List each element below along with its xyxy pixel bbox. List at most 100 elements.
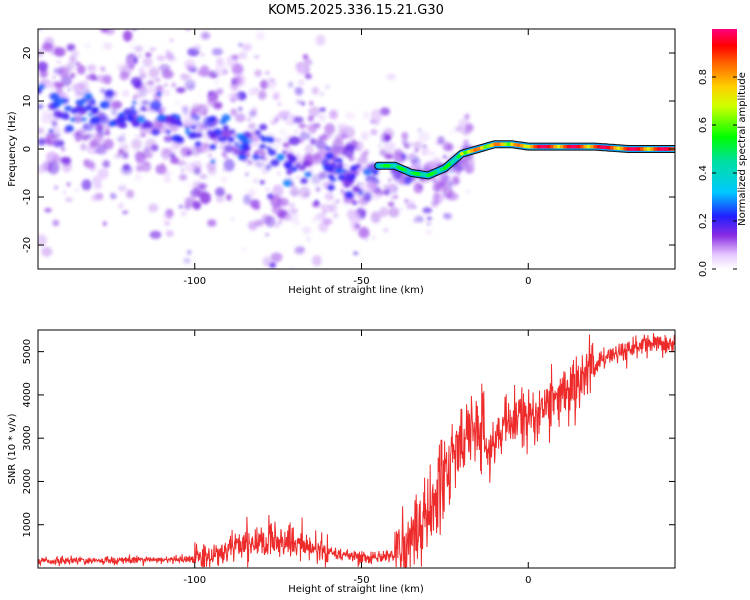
spectrogram-noise-blob — [275, 138, 282, 143]
spectrogram-noise-blob — [100, 66, 106, 71]
spectrogram-ridge-blob — [156, 91, 162, 97]
spectrogram-noise-blob — [147, 86, 156, 94]
spectrogram-noise-blob — [180, 73, 189, 81]
spectrogram-noise-blob — [119, 2, 127, 7]
spectrogram-noise-blob — [299, 138, 304, 143]
spectrogram-noise-blob — [458, 167, 464, 171]
spectrogram-noise-blob — [230, 98, 236, 103]
spectrogram-noise-blob — [311, 255, 322, 267]
spectrogram-noise-blob — [265, 164, 272, 171]
spectrogram-noise-blob — [401, 141, 405, 145]
spectrogram-noise-blob — [80, 143, 87, 151]
spectrogram-ridge-blob — [79, 98, 87, 104]
spectrogram-ridge-blob — [248, 139, 253, 143]
spectrogram-ridge-blob — [90, 100, 96, 105]
spectrogram-ridge-blob — [337, 162, 344, 168]
spectrogram-noise-blob — [386, 73, 397, 81]
colorbar: 0.0 0.2 0.4 0.6 0.8 Normalized spectral ampl… — [698, 29, 748, 277]
spectrogram-noise-blob — [164, 83, 168, 87]
spectrogram-noise-blob — [284, 214, 290, 219]
y-tick-label: 1000 — [22, 512, 33, 537]
spectrogram-ridge-blob — [227, 136, 235, 143]
spectrogram-noise-blob — [199, 65, 210, 77]
spectrogram-ridge-blob — [333, 158, 338, 162]
spectrogram-ridge-blob — [283, 163, 288, 167]
spectrogram-noise-blob — [247, 159, 253, 166]
spectrogram-noise-blob — [220, 176, 228, 183]
spectrogram-noise-blob — [289, 208, 299, 214]
spectrogram-noise-blob — [304, 144, 314, 155]
spectrogram-noise-blob — [159, 109, 164, 114]
spectrogram-ridge-blob — [177, 122, 184, 127]
spectrogram-noise-blob — [270, 252, 283, 263]
spectrogram-noise-blob — [54, 185, 58, 190]
x-tick-label: -50 — [353, 276, 369, 287]
spectrogram-noise-blob — [38, 127, 45, 135]
spectrogram-noise-blob — [222, 151, 227, 157]
y-tick-label: 5000 — [22, 339, 33, 364]
spectrogram-noise-blob — [302, 54, 309, 60]
spectrogram-noise-blob — [311, 86, 320, 95]
spectrogram-noise-blob — [269, 262, 277, 269]
spectrogram-ridge-blob — [99, 101, 110, 109]
colorbar-tick-label: 0.4 — [698, 165, 709, 181]
spectrogram-noise-blob — [317, 113, 328, 122]
spectrogram-noise-blob — [326, 133, 333, 139]
spectrogram-noise-blob — [146, 80, 155, 86]
spectrogram-noise-blob — [155, 85, 164, 93]
spectrogram-noise-blob — [86, 64, 97, 72]
spectrogram-ridge-blob — [266, 146, 272, 151]
spectrogram-ridge-blob — [344, 191, 355, 199]
spectrogram-noise-blob — [148, 67, 160, 79]
colorbar-tick-label: 0.6 — [698, 117, 709, 133]
spectrogram-noise-blob — [187, 75, 192, 79]
spectrogram-noise-blob — [118, 144, 123, 148]
spectrogram-noise-blob — [84, 43, 91, 49]
spectrogram-noise-blob — [442, 155, 448, 159]
spectrogram-noise-blob — [325, 85, 330, 89]
spectrogram-noise-blob — [46, 134, 54, 140]
spectrogram-ridge-blob — [260, 135, 268, 143]
spectrogram-noise-blob — [184, 79, 196, 90]
spectrogram-noise-blob — [443, 213, 453, 220]
snr-panel: -100 -50 0 1000 2000 3000 4000 5000 Height of … — [7, 329, 676, 595]
spectrogram-noise-blob — [46, 139, 54, 146]
spectrogram-noise-blob — [122, 89, 130, 98]
spectrogram-noise-blob — [230, 108, 238, 116]
spectrogram-noise-blob — [384, 134, 392, 142]
spectrogram-ridge-blob — [336, 158, 343, 163]
spectrogram-ridge-blob — [165, 129, 171, 134]
spectrogram-noise-blob — [179, 205, 183, 209]
spectrogram-noise-blob — [155, 78, 161, 82]
spectrogram-ridge-blob — [349, 165, 358, 172]
spectrogram-noise-blob — [238, 43, 243, 47]
spectrogram-noise-blob — [190, 145, 201, 156]
spectrogram-noise-blob — [315, 212, 327, 221]
spectrogram-noise-blob — [328, 203, 338, 213]
spectrogram-noise-blob — [95, 123, 104, 133]
spectrogram-noise-blob — [311, 216, 318, 223]
spectrogram-noise-blob — [243, 194, 252, 205]
spectrogram-noise-blob — [147, 12, 155, 20]
spectrogram-noise-blob — [245, 164, 250, 167]
spectrogram-ridge-blob — [210, 159, 216, 164]
spectrogram-noise-blob — [255, 161, 265, 169]
spectrogram-noise-blob — [222, 129, 232, 139]
spectrogram-noise-blob — [432, 192, 444, 204]
spectrogram-noise-blob — [110, 193, 117, 200]
spectrogram-noise-blob — [51, 125, 61, 135]
spectrogram-noise-blob — [265, 77, 277, 89]
spectrogram-ridge-blob — [341, 168, 347, 173]
spectrogram-noise-blob — [354, 223, 360, 229]
spectrogram-noise-blob — [288, 81, 294, 88]
spectrogram-ridge-blob — [185, 129, 191, 135]
spectrogram-noise-blob — [339, 123, 350, 135]
spectrogram-noise-blob — [414, 181, 421, 188]
spectrogram-noise-blob — [132, 96, 137, 99]
spectrogram-noise-blob — [412, 218, 419, 224]
spectrogram-noise-blob — [390, 196, 394, 199]
spectrogram-noise-blob — [307, 123, 318, 133]
spectrogram-noise-blob — [66, 182, 71, 187]
spectrogram-noise-blob — [305, 193, 309, 196]
spectrogram-ridge-blob — [217, 137, 223, 141]
